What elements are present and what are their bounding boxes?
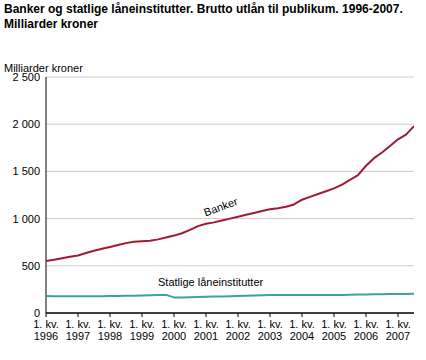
x-tick-label-line: 1996 xyxy=(34,330,58,342)
x-tick-label-line: 1. kv. xyxy=(161,318,186,330)
plot-area xyxy=(46,126,414,297)
y-tick-label: 2 000 xyxy=(12,118,40,130)
x-tick xyxy=(270,313,271,317)
x-axis xyxy=(46,313,414,314)
x-tick-label-line: 1. kv. xyxy=(97,318,122,330)
x-tick-label-line: 1. kv. xyxy=(129,318,154,330)
grid-line xyxy=(46,313,414,314)
x-tick xyxy=(366,313,367,317)
x-tick-label-line: 1. kv. xyxy=(65,318,90,330)
x-tick-label: 1. kv.2007 xyxy=(385,318,410,342)
x-tick-label-line: 2004 xyxy=(290,330,314,342)
x-tick xyxy=(78,313,79,317)
x-tick xyxy=(174,313,175,317)
x-tick-label-line: 2002 xyxy=(226,330,250,342)
y-axis xyxy=(46,77,47,313)
series-label: Banker xyxy=(202,195,239,218)
x-tick-label: 1. kv.2003 xyxy=(257,318,282,342)
grid-line xyxy=(46,124,414,125)
x-tick xyxy=(46,313,47,317)
x-tick-label: 1. kv.1996 xyxy=(33,318,58,342)
x-tick-label-line: 1999 xyxy=(130,330,154,342)
y-tick-label: 2 500 xyxy=(12,71,40,83)
x-tick-label: 1. kv.2002 xyxy=(225,318,250,342)
x-tick xyxy=(142,313,143,317)
x-tick-label: 1. kv.2001 xyxy=(193,318,218,342)
x-tick-label-line: 1. kv. xyxy=(321,318,346,330)
x-tick xyxy=(238,313,239,317)
y-tick-label: 500 xyxy=(22,260,40,272)
x-tick-label: 1. kv.2004 xyxy=(289,318,314,342)
x-tick xyxy=(206,313,207,317)
grid-line xyxy=(46,171,414,172)
x-tick-label: 1. kv.2000 xyxy=(161,318,186,342)
series-line xyxy=(46,126,414,261)
x-tick-label-line: 1. kv. xyxy=(33,318,58,330)
grid-line xyxy=(46,265,414,266)
title: Banker og statlige låneinstitutter. Brut… xyxy=(4,2,409,32)
x-tick-label-line: 1. kv. xyxy=(257,318,282,330)
x-tick-label-line: 1. kv. xyxy=(193,318,218,330)
x-tick-label-line: 1997 xyxy=(66,330,90,342)
x-tick-label: 1. kv.1998 xyxy=(97,318,122,342)
x-tick-label-line: 2005 xyxy=(322,330,346,342)
x-tick xyxy=(398,313,399,317)
x-tick-label-line: 2003 xyxy=(258,330,282,342)
series-label: Statlige låneinstitutter xyxy=(158,276,264,288)
series-line xyxy=(46,294,414,298)
x-tick-label-line: 1. kv. xyxy=(225,318,250,330)
x-tick-label-line: 1. kv. xyxy=(385,318,410,330)
x-tick-label-line: 1998 xyxy=(98,330,122,342)
chart: Milliarder kroner05001 0001 5002 0002 50… xyxy=(0,0,426,360)
grid-line xyxy=(46,77,414,78)
x-tick-label-line: 2000 xyxy=(162,330,186,342)
x-tick-label-line: 1. kv. xyxy=(353,318,378,330)
y-tick-label: 1 000 xyxy=(12,213,40,225)
x-tick-label-line: 1. kv. xyxy=(289,318,314,330)
y-tick-label: 1 500 xyxy=(12,165,40,177)
x-tick-label: 1. kv.1999 xyxy=(129,318,154,342)
x-tick-label-line: 2006 xyxy=(354,330,378,342)
x-tick-label-line: 2007 xyxy=(386,330,410,342)
x-tick xyxy=(302,313,303,317)
x-tick-label: 1. kv.2005 xyxy=(321,318,346,342)
x-tick xyxy=(110,313,111,317)
x-tick-label-line: 2001 xyxy=(194,330,218,342)
x-tick xyxy=(334,313,335,317)
x-tick-label: 1. kv.1997 xyxy=(65,318,90,342)
x-tick-label: 1. kv.2006 xyxy=(353,318,378,342)
